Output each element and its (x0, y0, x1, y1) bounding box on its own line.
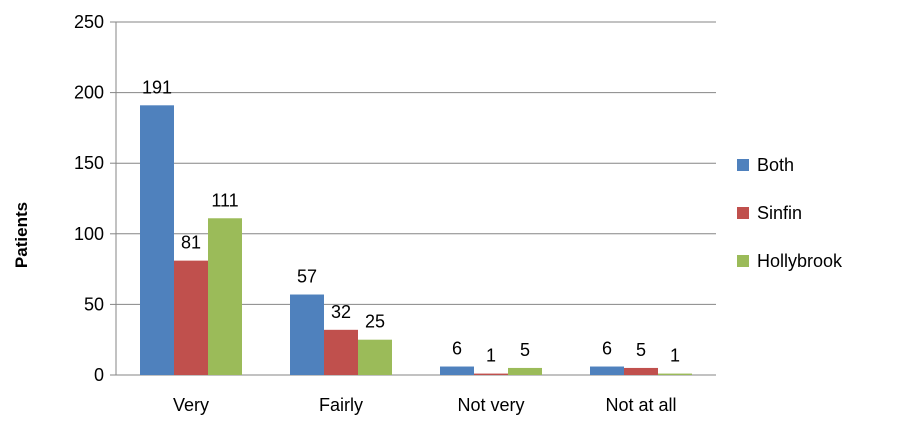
bar-both-not-at-all (590, 366, 624, 375)
bar-hollybrook-very (208, 218, 242, 375)
y-tick-label: 0 (94, 365, 104, 385)
data-label: 1 (486, 346, 496, 366)
y-tick-label: 150 (74, 153, 104, 173)
legend-swatch (737, 255, 749, 267)
data-label: 81 (181, 233, 201, 253)
y-axis-title: Patients (12, 202, 31, 268)
legend-label: Sinfin (757, 203, 802, 223)
bar-sinfin-very (174, 260, 208, 375)
y-tick-label: 200 (74, 83, 104, 103)
bar-sinfin-not-at-all (624, 367, 658, 375)
data-labels: 191 81 111 57 32 25 6 1 5 6 5 1 (142, 77, 680, 365)
data-label: 32 (331, 302, 351, 322)
legend-swatch (737, 207, 749, 219)
x-tick-label: Very (173, 395, 209, 415)
bar-hollybrook-not-very (508, 367, 542, 375)
x-tick-label: Not at all (605, 395, 676, 415)
y-tick-label: 250 (74, 12, 104, 32)
y-tick-label: 50 (84, 294, 104, 314)
data-label: 191 (142, 77, 172, 97)
legend-label: Both (757, 155, 794, 175)
bar-hollybrook-not-at-all (658, 373, 692, 375)
data-label: 25 (365, 312, 385, 332)
data-label: 1 (670, 346, 680, 366)
data-label: 6 (602, 339, 612, 359)
data-label: 111 (211, 190, 238, 210)
x-tick-label: Not very (457, 395, 524, 415)
legend: Both Sinfin Hollybrook (737, 155, 843, 271)
data-label: 5 (636, 340, 646, 360)
x-tick-label: Fairly (319, 395, 363, 415)
data-label: 5 (520, 340, 530, 360)
legend-label: Hollybrook (757, 251, 843, 271)
bar-sinfin-fairly (324, 329, 358, 375)
bar-hollybrook-fairly (358, 339, 392, 375)
y-axis-ticks: 0 50 100 150 200 250 (74, 12, 104, 385)
x-axis-ticks: Very Fairly Not very Not at all (173, 395, 677, 415)
bar-both-not-very (440, 366, 474, 375)
data-label: 57 (297, 267, 317, 287)
bar-both-fairly (290, 294, 324, 375)
bar-sinfin-not-very (474, 373, 508, 375)
bars (140, 105, 692, 376)
data-label: 6 (452, 339, 462, 359)
y-tick-label: 100 (74, 224, 104, 244)
legend-swatch (737, 159, 749, 171)
bar-both-very (140, 105, 174, 376)
